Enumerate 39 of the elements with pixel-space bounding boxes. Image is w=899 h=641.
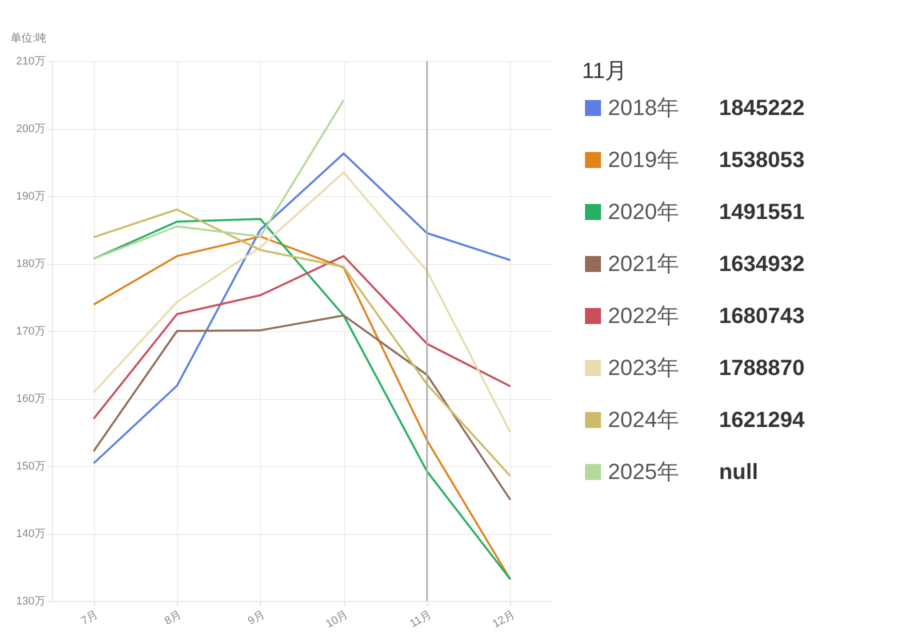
text: 1491551 <box>718 198 805 224</box>
text: 1680743 <box>718 302 805 328</box>
legend-title: 11月 <box>582 58 627 83</box>
legend-label: 2021年 <box>608 251 679 276</box>
line-series <box>92 314 512 501</box>
text: null <box>718 458 758 484</box>
legend-label: 2019年 <box>608 147 679 172</box>
text: 1788870 <box>718 354 805 380</box>
y-tick-label: 170万 <box>16 326 46 338</box>
y-axis-title: 单位:吨 <box>10 32 47 44</box>
x-tick-label: 8月 <box>162 608 184 628</box>
y-tick-label: 160万 <box>16 393 46 405</box>
y-tick-label: 200万 <box>16 123 46 135</box>
text: 1634932 <box>718 250 805 276</box>
text: 1845222 <box>718 94 805 120</box>
x-tick-label: 9月 <box>246 608 267 628</box>
legend-label: 2023年 <box>608 355 679 380</box>
x-tick-label: 7月 <box>79 608 100 628</box>
line-series <box>92 171 512 434</box>
x-tick-label: 11月 <box>408 608 434 630</box>
line-series <box>92 255 512 420</box>
line-series <box>92 99 345 260</box>
text: 1621294 <box>718 406 805 432</box>
legend-label: 2018年 <box>608 95 679 120</box>
y-tick-label: 150万 <box>16 460 46 472</box>
text: 1538053 <box>718 146 805 172</box>
x-tick-label: 10月 <box>324 608 350 631</box>
line-series <box>92 152 512 464</box>
y-tick-label: 140万 <box>16 528 46 540</box>
y-tick-label: 190万 <box>16 190 46 202</box>
legend-label: 2020年 <box>608 199 679 224</box>
legend-label: 2025年 <box>608 459 679 484</box>
y-tick-label: 180万 <box>16 258 46 270</box>
legend-label: 2024年 <box>608 407 679 432</box>
y-tick-label: 130万 <box>16 596 46 608</box>
x-tick-label: 12月 <box>490 608 517 631</box>
legend-label: 2022年 <box>608 303 679 328</box>
y-tick-label: 210万 <box>16 56 46 68</box>
line-series <box>92 208 512 478</box>
